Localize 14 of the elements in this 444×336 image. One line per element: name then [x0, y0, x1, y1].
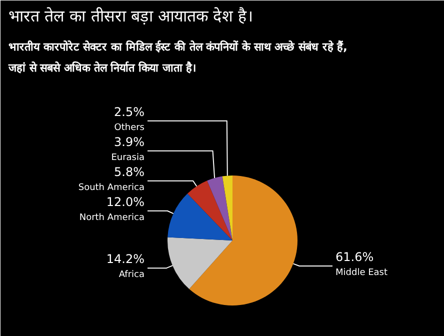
- data-label: 2.5%: [114, 104, 145, 119]
- slice-label: Others: [114, 122, 145, 133]
- data-label: 61.6%: [336, 250, 374, 264]
- chart-subtitle: भारतीय कारपोरेट सेक्टर का मिडिल ईस्ट की तेल कंपनियों के साथ अच्छे संबंध रहे हैं, जहां से सबसे अधिक तेल निर्यात किया जाता है।: [8, 40, 348, 74]
- slice-label: Africa: [118, 270, 145, 280]
- chart-title: भारत तेल का तीसरा बड़ा आयातक देश है।: [8, 6, 254, 26]
- data-label: 5.8%: [114, 164, 145, 179]
- slice-label: South America: [78, 182, 145, 193]
- slice-label: Eurasia: [111, 152, 144, 163]
- data-label: 12.0%: [106, 194, 145, 209]
- slice-label: North America: [79, 212, 145, 223]
- data-label: 14.2%: [106, 252, 145, 266]
- slice-label: Middle East: [336, 268, 388, 278]
- data-label: 3.9%: [114, 134, 145, 149]
